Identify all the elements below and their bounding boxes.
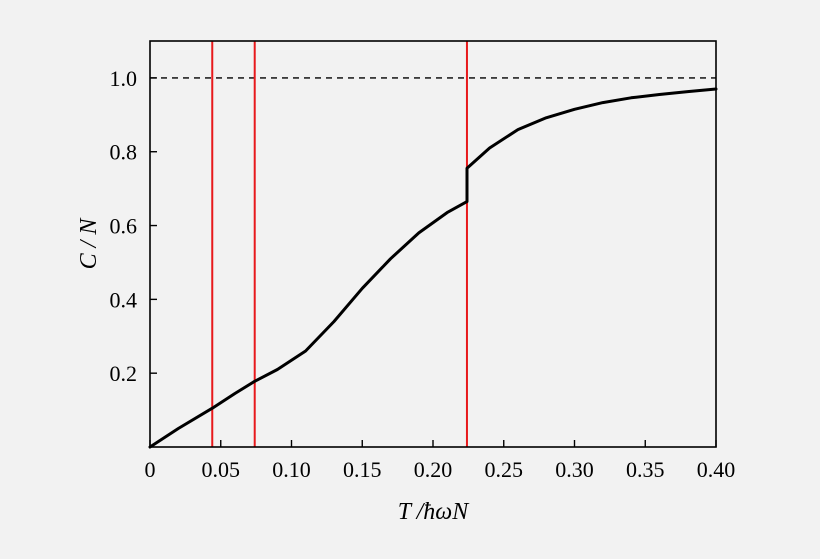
x-axis-ticks: 0 0.05 0.10 0.15 0.20 0.25 0.30 0.35 0.40 <box>145 440 736 482</box>
plot-frame <box>149 40 717 448</box>
y-tick-label: 1.0 <box>110 66 138 91</box>
x-axis-title: T /ħωN <box>398 499 471 525</box>
x-tick-label: 0.15 <box>343 457 382 482</box>
x-tick-label: 0.10 <box>272 457 311 482</box>
y-tick-label: 0.6 <box>110 214 138 239</box>
x-tick-label: 0.25 <box>485 457 524 482</box>
y-tick-label: 0.8 <box>110 140 138 165</box>
y-tick-label: 0.4 <box>110 287 138 312</box>
y-axis-title: C / N <box>76 217 102 270</box>
plot-layer <box>148 41 718 449</box>
x-tick-label: 0.35 <box>626 457 665 482</box>
x-tick-label: 0.30 <box>555 457 594 482</box>
data-series-line-1 <box>148 87 718 449</box>
y-axis-ticks: 0.2 0.4 0.6 0.8 1.0 <box>110 66 157 386</box>
x-tick-label: 0.40 <box>697 457 736 482</box>
y-tick-label: 0.2 <box>110 361 138 386</box>
x-tick-label: 0 <box>145 457 156 482</box>
x-tick-label: 0.20 <box>414 457 453 482</box>
x-tick-label: 0.05 <box>202 457 241 482</box>
